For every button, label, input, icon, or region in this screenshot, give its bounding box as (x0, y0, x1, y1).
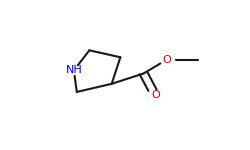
Text: O: O (162, 55, 171, 65)
Text: NH: NH (66, 65, 82, 75)
Text: O: O (151, 90, 160, 100)
